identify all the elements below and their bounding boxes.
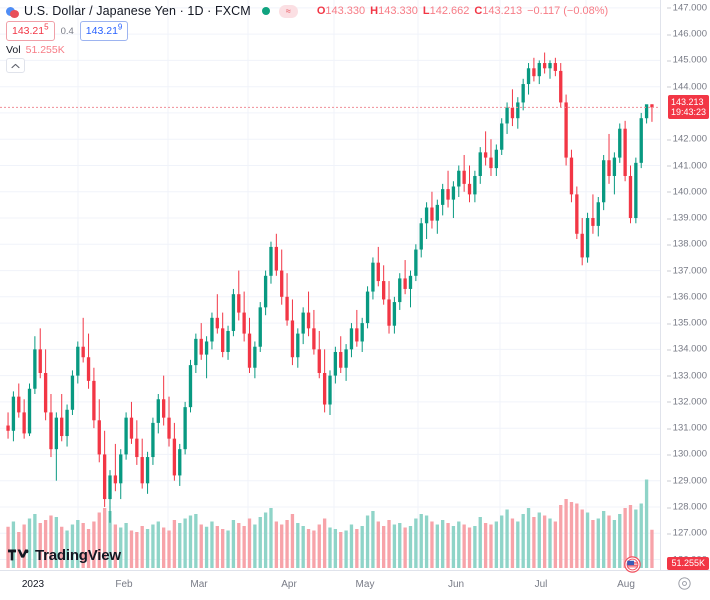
price-tick: 138.000 — [666, 238, 707, 250]
volume-value-tag: 51.255K — [667, 557, 709, 570]
price-tick: 142.000 — [666, 133, 707, 145]
price-tick: 141.000 — [666, 160, 707, 171]
price-tick: 134.000 — [666, 343, 707, 355]
chart-plot-area[interactable] — [0, 0, 660, 570]
time-tick: 2023 — [21, 579, 45, 590]
candlesticks — [6, 52, 654, 523]
price-tick: 139.000 — [666, 212, 707, 224]
time-tick: Mar — [190, 579, 208, 590]
grid-lines — [0, 0, 660, 570]
volume-bars — [6, 479, 654, 568]
time-tick: Jul — [534, 579, 548, 590]
price-tick: 135.000 — [666, 317, 707, 329]
time-tick: Jun — [447, 579, 465, 590]
chevron-up-icon[interactable] — [6, 58, 25, 73]
us-flag-icon — [624, 556, 641, 573]
time-tick: Apr — [281, 579, 297, 590]
price-tick: 140.000 — [666, 186, 707, 198]
price-tick: 127.000 — [666, 527, 707, 539]
price-tick: 136.000 — [666, 291, 707, 303]
price-tick: 132.000 — [666, 396, 707, 408]
price-tick: 145.000 — [666, 54, 707, 66]
time-axis[interactable]: 2023 Feb Mar Apr May Jun Jul Aug — [0, 570, 710, 600]
time-tick: Aug — [617, 579, 635, 590]
price-tick: 144.000 — [666, 81, 707, 93]
candlestick-chart-canvas — [0, 0, 660, 570]
price-tick: 137.000 — [666, 265, 707, 277]
current-price-value: 143.213 — [670, 97, 704, 108]
gear-icon[interactable] — [678, 577, 691, 590]
price-tick: 133.000 — [666, 370, 707, 382]
current-price-tag: 143.213 19:43:23 — [667, 95, 709, 120]
current-price-countdown: 19:43:23 — [670, 107, 706, 118]
price-axis[interactable]: 147.000 146.000 145.000 144.000 142.000 141.0… — [660, 0, 710, 570]
price-tick: 129.000 — [666, 475, 707, 487]
price-tick: 131.000 — [666, 422, 707, 434]
time-tick: May — [355, 579, 375, 590]
time-tick: Feb — [115, 579, 133, 590]
price-tick: 146.000 — [666, 28, 707, 40]
price-tick: 130.000 — [666, 448, 707, 460]
price-tick: 128.000 — [666, 501, 707, 513]
price-tick: 147.000 — [666, 2, 707, 14]
